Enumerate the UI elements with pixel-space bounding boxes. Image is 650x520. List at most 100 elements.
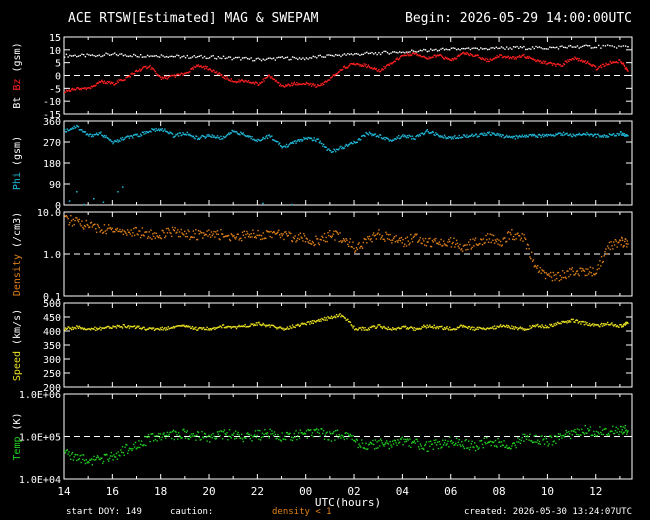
data-point [311,432,314,434]
data-point [491,327,493,329]
data-point [97,456,100,458]
data-point [372,439,374,442]
data-point [599,326,601,328]
data-point [561,437,563,439]
data-point [190,327,193,329]
data-point [285,143,288,146]
data-point [607,63,610,65]
data-point [307,321,309,323]
data-point [410,326,412,328]
data-point [385,233,388,235]
data-point [197,327,200,330]
data-point [604,322,606,325]
data-point [117,191,119,193]
data-point [118,79,120,81]
data-point [386,442,389,444]
data-point [181,134,183,136]
data-point [401,436,403,439]
data-point [230,327,233,329]
data-point [141,131,144,134]
data-point [207,435,209,438]
data-point [404,54,406,57]
data-point [91,86,94,88]
data-point [533,435,535,437]
data-point [507,55,510,58]
data-point [587,268,589,270]
data-point [583,133,586,136]
data-point [95,458,97,461]
data-point [551,64,554,66]
data-point [276,81,278,83]
data-point [162,130,164,133]
data-point [562,134,564,137]
data-point [469,48,472,51]
data-point [516,327,518,329]
data-point [405,51,408,53]
data-point [602,433,605,436]
data-point [329,317,332,319]
data-point [244,437,246,439]
data-point [466,447,468,449]
data-point [173,229,176,232]
data-point [577,133,580,136]
data-point [265,325,267,328]
data-point [480,47,482,49]
data-point [421,55,423,58]
y-axis-label: Speed (km/s) [12,309,23,381]
data-point [236,326,239,328]
data-point [354,329,356,331]
data-point [531,260,534,263]
data-point [409,135,411,137]
data-point [483,242,485,245]
data-point [288,59,290,61]
data-point [588,134,591,137]
data-point [547,62,549,64]
data-point [256,82,258,84]
data-point [183,72,186,75]
data-point [309,137,311,140]
data-point [127,452,129,454]
data-point [294,83,296,85]
data-point [323,232,326,235]
data-point [298,140,301,143]
data-point [160,439,163,441]
data-point [528,134,530,136]
data-point [581,59,583,61]
data-point [72,55,75,57]
data-point [477,328,479,330]
data-point [86,53,88,55]
data-point [143,133,145,135]
data-point [157,236,159,238]
data-point [228,428,231,431]
data-point [133,325,135,328]
data-point [64,91,66,94]
data-point [519,239,522,241]
data-point [260,324,263,327]
data-point [82,131,84,133]
data-point [621,237,623,239]
data-point [209,135,212,138]
data-point [600,433,603,436]
data-point [598,325,600,327]
data-point [328,79,330,81]
data-point [522,433,524,436]
data-point [598,134,600,137]
data-point [467,136,469,139]
data-point [382,69,384,71]
data-point [303,235,306,237]
data-point [500,245,503,247]
data-point [575,431,577,433]
data-point [310,322,313,324]
data-point [117,451,119,453]
data-point [556,436,559,438]
data-point [434,54,436,57]
data-point [514,444,517,447]
data-point [185,134,188,136]
data-point [368,131,371,133]
data-point [73,125,75,128]
data-point [566,132,568,135]
data-point [235,81,238,84]
data-point [581,270,583,272]
data-point [185,232,188,235]
data-point [126,444,128,446]
